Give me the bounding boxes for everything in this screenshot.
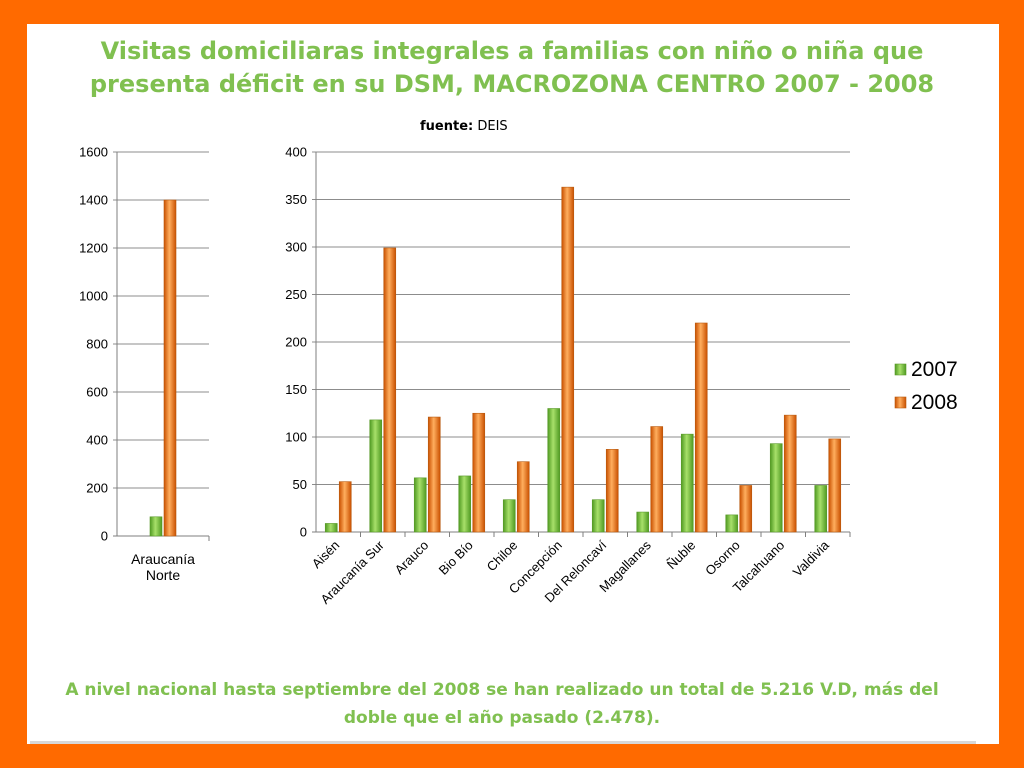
x-tick-label: Chiloe: [484, 538, 521, 575]
footer-note: A nivel nacional hasta septiembre del 20…: [65, 680, 939, 728]
bar-2008: [783, 414, 797, 533]
bar-2007: [680, 433, 694, 533]
source-value: DEIS: [477, 119, 508, 134]
x-tick-label: Osorno: [702, 538, 743, 579]
bar-2007: [547, 408, 561, 533]
bar-2008: [694, 322, 708, 533]
slide: [27, 24, 999, 744]
y-tick-label: 50: [293, 477, 307, 492]
legend-swatch-2007: [894, 363, 907, 376]
bar-2008: [516, 461, 530, 533]
chart-araucania-norte: 0 200 400 600 800 1000 1200 1400 1600 Araucanía No…: [79, 145, 210, 583]
bar-2007: [369, 419, 383, 533]
y-tick-label: 350: [285, 192, 307, 207]
y-tick-label: 0: [300, 525, 307, 540]
y-tick-label: 100: [285, 430, 307, 445]
legend-label-2007: 2007: [911, 358, 958, 381]
bar-2007: [769, 443, 783, 533]
page-title: Visitas domiciliaras integrales a famili…: [89, 37, 935, 98]
bar-2008: [561, 186, 575, 533]
bottom-rule: [30, 741, 976, 744]
bar-2008: [338, 481, 352, 533]
legend-swatch-2008: [894, 396, 907, 409]
bar-2008: [605, 449, 619, 533]
bar-2007: [324, 523, 338, 533]
y-tick-label: 600: [86, 385, 108, 400]
bar-2008: [650, 426, 664, 533]
bar-2007: [458, 475, 472, 533]
chart-legend: 2007 2008: [894, 358, 958, 414]
x-tick-label: Valdivia: [790, 537, 833, 580]
y-tick-label: 1200: [79, 241, 108, 256]
bar-2008: [739, 485, 753, 533]
bar-2007: [502, 499, 516, 533]
y-tick-label: 1600: [79, 145, 108, 160]
y-tick-label: 400: [285, 145, 307, 160]
source-label: fuente:: [420, 119, 474, 134]
y-tick-label: 400: [86, 433, 108, 448]
x-tick-label: Araucanía Norte: [131, 551, 195, 583]
bar-2008: [472, 412, 486, 533]
y-tick-label: 300: [285, 240, 307, 255]
y-tick-label: 0: [101, 529, 108, 544]
y-tick-label: 1000: [79, 289, 108, 304]
bar-2007: [149, 516, 163, 537]
source-note: fuente: DEIS: [420, 119, 530, 134]
legend-label-2008: 2008: [911, 391, 958, 414]
y-tick-label: 1400: [79, 193, 108, 208]
bar-2007: [591, 499, 605, 533]
bar-2008: [163, 199, 177, 537]
bar-2007: [413, 477, 427, 533]
y-tick-label: 800: [86, 337, 108, 352]
y-tick-label: 200: [86, 481, 108, 496]
x-tick-label: Ñuble: [664, 538, 699, 573]
x-tick-label: Aisén: [309, 538, 343, 572]
bar-2008: [383, 247, 397, 533]
bar-2008: [828, 438, 842, 533]
x-tick-label: Bio Bío: [436, 538, 476, 578]
bar-2008: [427, 416, 441, 533]
y-tick-label: 200: [285, 335, 307, 350]
y-tick-label: 250: [285, 287, 307, 302]
x-tick-label: Arauco: [392, 538, 432, 578]
bar-2007: [814, 485, 828, 533]
bar-2007: [636, 511, 650, 533]
y-tick-label: 150: [285, 382, 307, 397]
bar-2007: [725, 514, 739, 533]
